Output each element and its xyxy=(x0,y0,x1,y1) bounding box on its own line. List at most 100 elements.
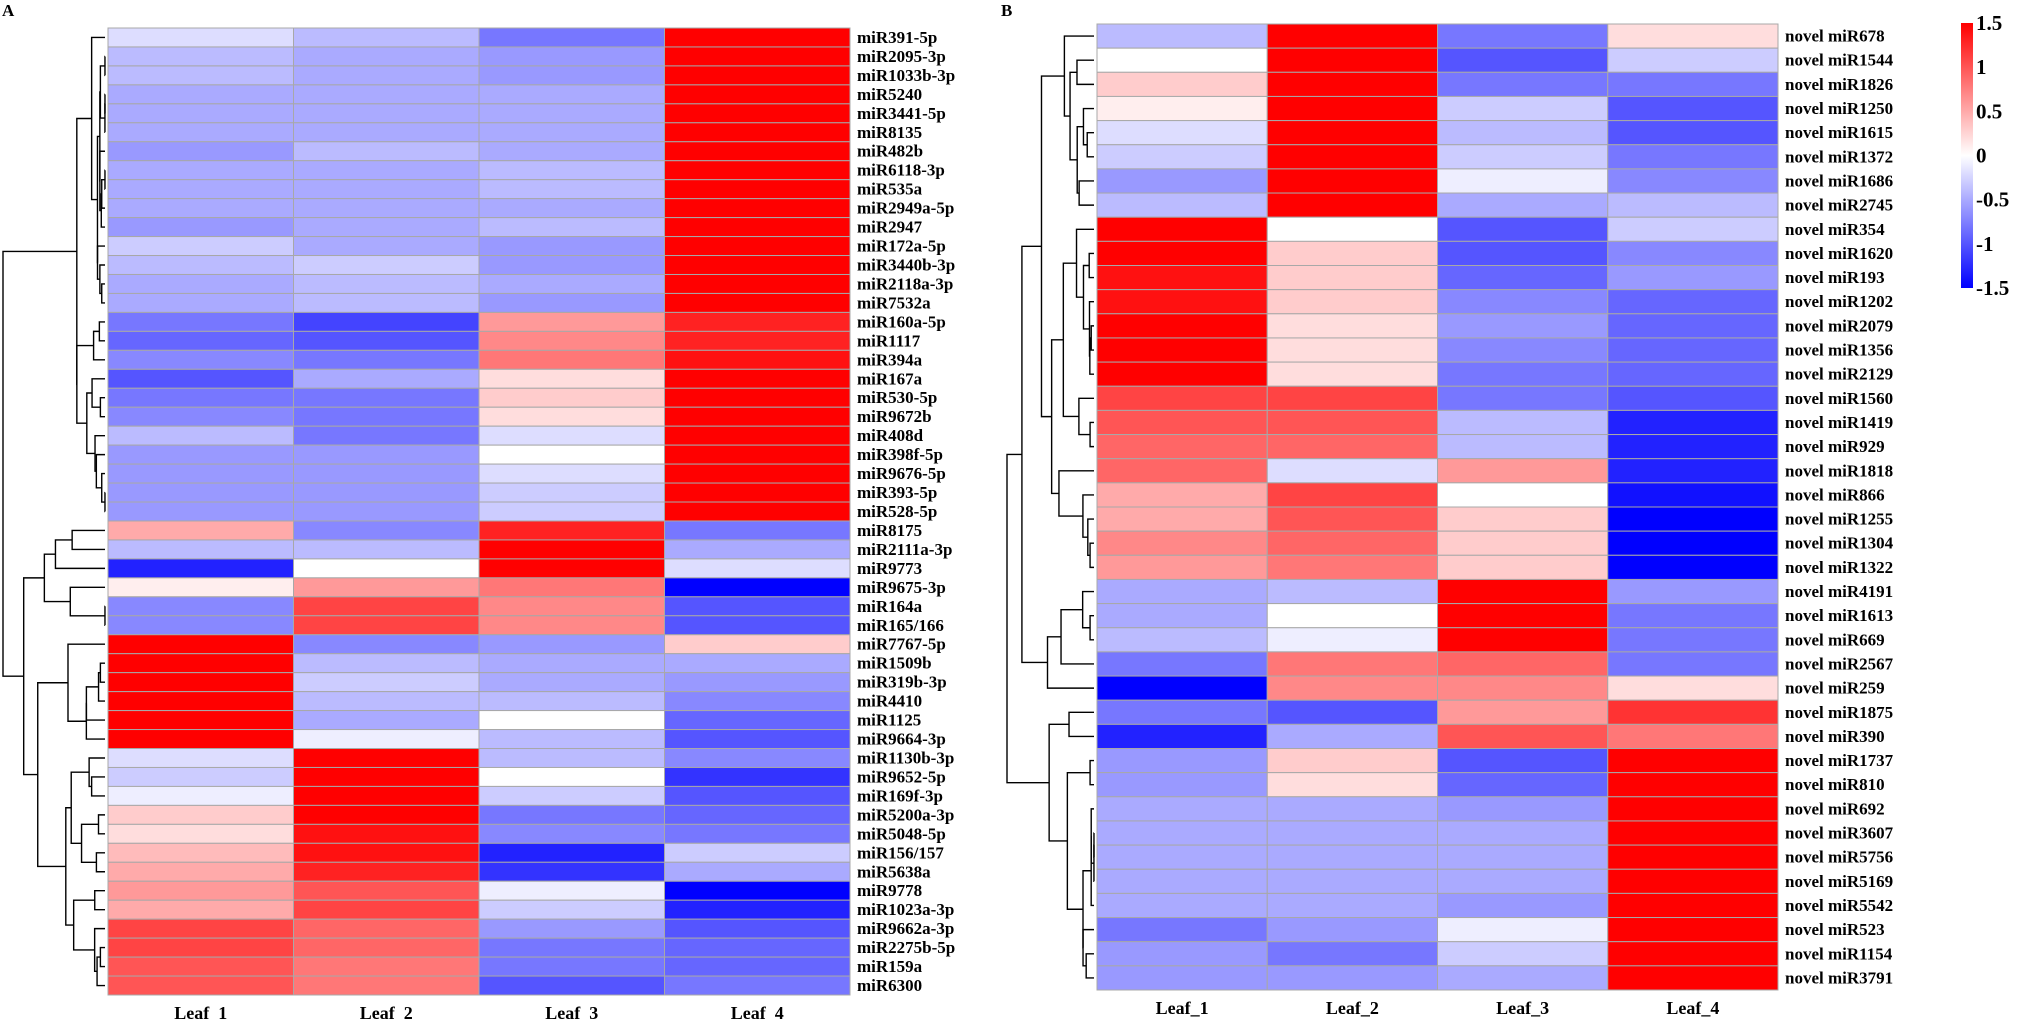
row-label: novel miR1613 xyxy=(1785,606,1893,625)
row-label: novel miR1154 xyxy=(1785,944,1893,963)
heatmap-cell xyxy=(478,710,665,731)
heatmap-cell xyxy=(478,217,665,238)
heatmap-cell xyxy=(1096,289,1268,315)
heatmap-cell xyxy=(1607,313,1779,339)
heatmap-cell xyxy=(293,596,480,617)
heatmap-cell xyxy=(107,672,294,693)
column-label: Leaf_2 xyxy=(1326,998,1379,1018)
heatmap-cell xyxy=(1607,868,1779,894)
row-label: novel miR1255 xyxy=(1785,510,1893,529)
heatmap-cell xyxy=(664,520,851,541)
heatmap-cell xyxy=(107,27,294,48)
colorbar-tick-label: 0.5 xyxy=(1976,99,2002,123)
heatmap-cell xyxy=(1437,361,1609,387)
heatmap-cell xyxy=(1607,578,1779,605)
heatmap-cell xyxy=(1096,675,1268,701)
heatmap-cell xyxy=(1437,917,1609,943)
heatmap-cell xyxy=(664,217,851,238)
heatmap-cell xyxy=(1437,120,1609,146)
heatmap-cell xyxy=(664,558,851,579)
heatmap-cell xyxy=(1437,168,1609,194)
heatmap-cell xyxy=(1096,892,1268,919)
heatmap-cell xyxy=(1266,458,1438,484)
heatmap-cell xyxy=(1266,796,1438,822)
heatmap-cell xyxy=(1607,699,1779,725)
row-label: novel miR929 xyxy=(1785,437,1885,456)
heatmap-cell xyxy=(664,311,851,332)
row-label: miR2111a-3p xyxy=(857,540,952,559)
heatmap-cell xyxy=(664,160,851,181)
heatmap-cell xyxy=(1266,748,1438,774)
heatmap-cell xyxy=(1607,603,1779,629)
heatmap-cell xyxy=(293,387,480,408)
heatmap-cell xyxy=(1437,892,1609,919)
heatmap-cell xyxy=(1266,434,1438,460)
column-label: Leaf_3 xyxy=(1496,998,1549,1018)
heatmap-cell xyxy=(1096,168,1268,194)
heatmap-cell xyxy=(107,349,294,370)
heatmap-cell xyxy=(478,785,665,806)
heatmap-cell xyxy=(664,691,851,712)
heatmap-cell xyxy=(478,84,665,105)
heatmap-cell xyxy=(478,141,665,162)
row-label: miR530-5p xyxy=(857,388,937,407)
heatmap-cell xyxy=(664,596,851,617)
heatmap-cell xyxy=(478,425,665,446)
heatmap-cell xyxy=(664,937,851,958)
row-label: miR165/166 xyxy=(857,616,944,635)
heatmap-cell xyxy=(478,615,665,636)
heatmap-cell xyxy=(293,65,480,86)
row-label: miR482b xyxy=(857,142,923,161)
heatmap-cell xyxy=(1607,337,1779,363)
heatmap-cell xyxy=(664,729,851,750)
heatmap-cell xyxy=(107,937,294,958)
heatmap-cell xyxy=(293,615,480,636)
row-label: miR5240 xyxy=(857,85,922,104)
panel-a-heatmap: miR391-5pmiR2095-3pmiR1033b-3pmiR5240miR… xyxy=(2,27,955,1020)
panel-b-label: B xyxy=(1001,1,1012,20)
heatmap-cell xyxy=(1096,748,1268,774)
heatmap-cell xyxy=(1607,917,1779,943)
heatmap-cell xyxy=(1266,651,1438,677)
heatmap-cell xyxy=(1266,868,1438,894)
row-label: miR9652-5p xyxy=(857,767,946,786)
heatmap-cell xyxy=(664,482,851,503)
heatmap-cell xyxy=(1437,578,1609,605)
heatmap-cell xyxy=(1607,265,1779,291)
heatmap-cell xyxy=(1096,458,1268,484)
heatmap-cell xyxy=(664,975,851,996)
heatmap-cell xyxy=(664,918,851,939)
row-label: novel miR1372 xyxy=(1785,147,1893,166)
heatmap-cell xyxy=(1607,168,1779,194)
row-label: miR8175 xyxy=(857,521,922,540)
heatmap-cell xyxy=(107,710,294,731)
row-label: novel miR1686 xyxy=(1785,171,1893,190)
heatmap-cell xyxy=(1096,216,1268,242)
heatmap-cell xyxy=(478,387,665,408)
heatmap-cell xyxy=(1437,409,1609,436)
heatmap-cell xyxy=(478,729,665,750)
heatmap-cell xyxy=(478,899,665,920)
heatmap-cell xyxy=(1607,748,1779,774)
heatmap-cell xyxy=(1096,23,1268,49)
heatmap-cell xyxy=(664,842,851,863)
heatmap-cell xyxy=(1607,675,1779,701)
heatmap-cell xyxy=(1096,530,1268,556)
heatmap-cell xyxy=(664,103,851,124)
heatmap-cell xyxy=(1607,723,1779,749)
heatmap-cell xyxy=(107,899,294,920)
heatmap-cell xyxy=(664,273,851,294)
column-label: Leaf_1 xyxy=(1156,998,1209,1018)
heatmap-cell xyxy=(478,368,665,389)
heatmap-cell xyxy=(1607,216,1779,242)
heatmap-cell xyxy=(1437,289,1609,315)
heatmap-cell xyxy=(1437,337,1609,363)
row-label: miR2118a-3p xyxy=(857,274,953,293)
heatmap-cell xyxy=(107,292,294,313)
row-label: novel miR1544 xyxy=(1785,51,1894,70)
heatmap-cell xyxy=(478,406,665,427)
row-label: novel miR523 xyxy=(1785,920,1885,939)
heatmap-cell xyxy=(1607,941,1779,967)
heatmap-cell xyxy=(1607,361,1779,387)
heatmap-cell xyxy=(293,653,480,674)
